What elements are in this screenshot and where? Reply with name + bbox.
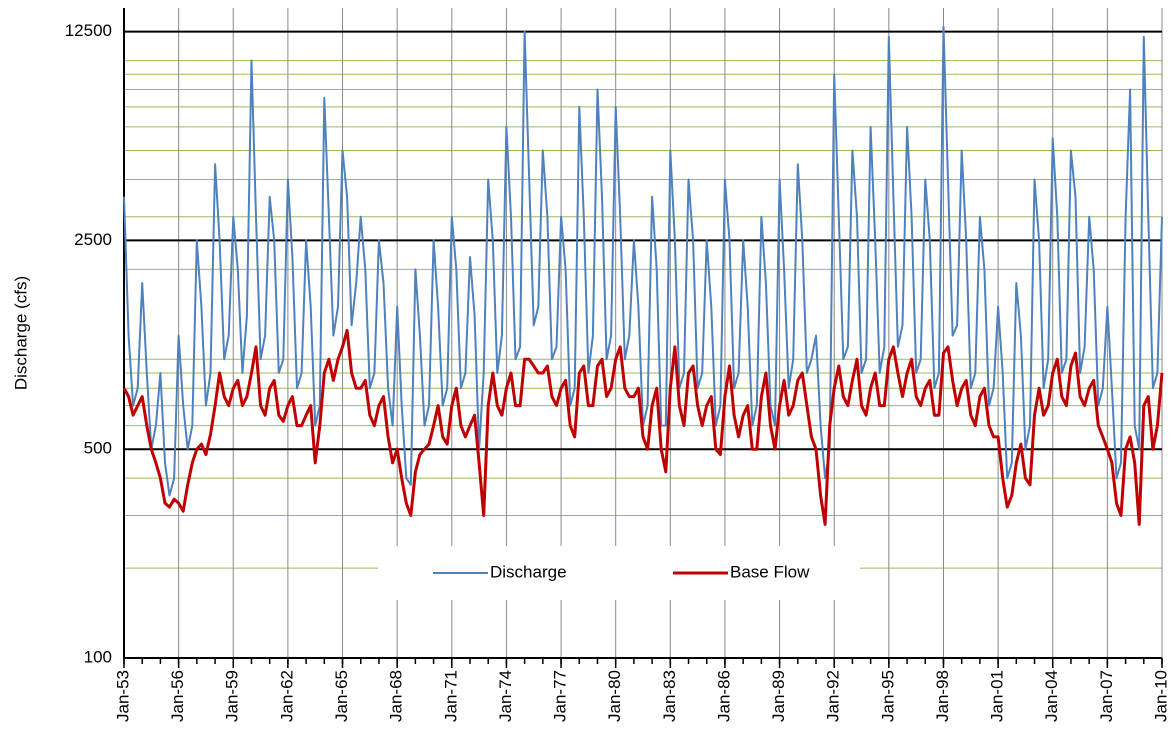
x-tick-label: Jan-04 — [1042, 670, 1061, 722]
data-line — [122, 328, 1164, 526]
x-tick-label: Jan-80 — [605, 670, 624, 722]
y-tick-label: 100 — [84, 647, 112, 666]
x-tick-label: Jan-71 — [441, 670, 460, 722]
x-tick-label: Jan-98 — [933, 670, 952, 722]
legend-label: Discharge — [490, 562, 567, 581]
x-tick-label: Jan-56 — [168, 670, 187, 722]
x-tick-label: Jan-10 — [1151, 670, 1170, 722]
legend-label: Base Flow — [730, 562, 810, 581]
x-tick-label: Jan-53 — [113, 670, 132, 722]
x-tick-label: Jan-01 — [988, 670, 1007, 722]
x-tick-label: Jan-68 — [387, 670, 406, 722]
x-tick-label: Jan-65 — [332, 670, 351, 722]
x-tick-label: Jan-59 — [223, 670, 242, 722]
x-tick-label: Jan-86 — [714, 670, 733, 722]
x-tick-label: Jan-62 — [277, 670, 296, 722]
x-tick-label: Jan-77 — [551, 670, 570, 722]
x-tick-label: Jan-74 — [496, 670, 515, 722]
y-tick-label: 2500 — [74, 230, 112, 249]
y-tick-label: 12500 — [65, 21, 112, 40]
x-tick-label: Jan-89 — [769, 670, 788, 722]
x-tick-label: Jan-07 — [1097, 670, 1116, 722]
y-axis-title: Discharge (cfs) — [11, 276, 30, 390]
x-tick-label: Jan-83 — [660, 670, 679, 722]
x-tick-label: Jan-92 — [824, 670, 843, 722]
x-tick-label: Jan-95 — [878, 670, 897, 722]
y-tick-label: 500 — [84, 439, 112, 458]
